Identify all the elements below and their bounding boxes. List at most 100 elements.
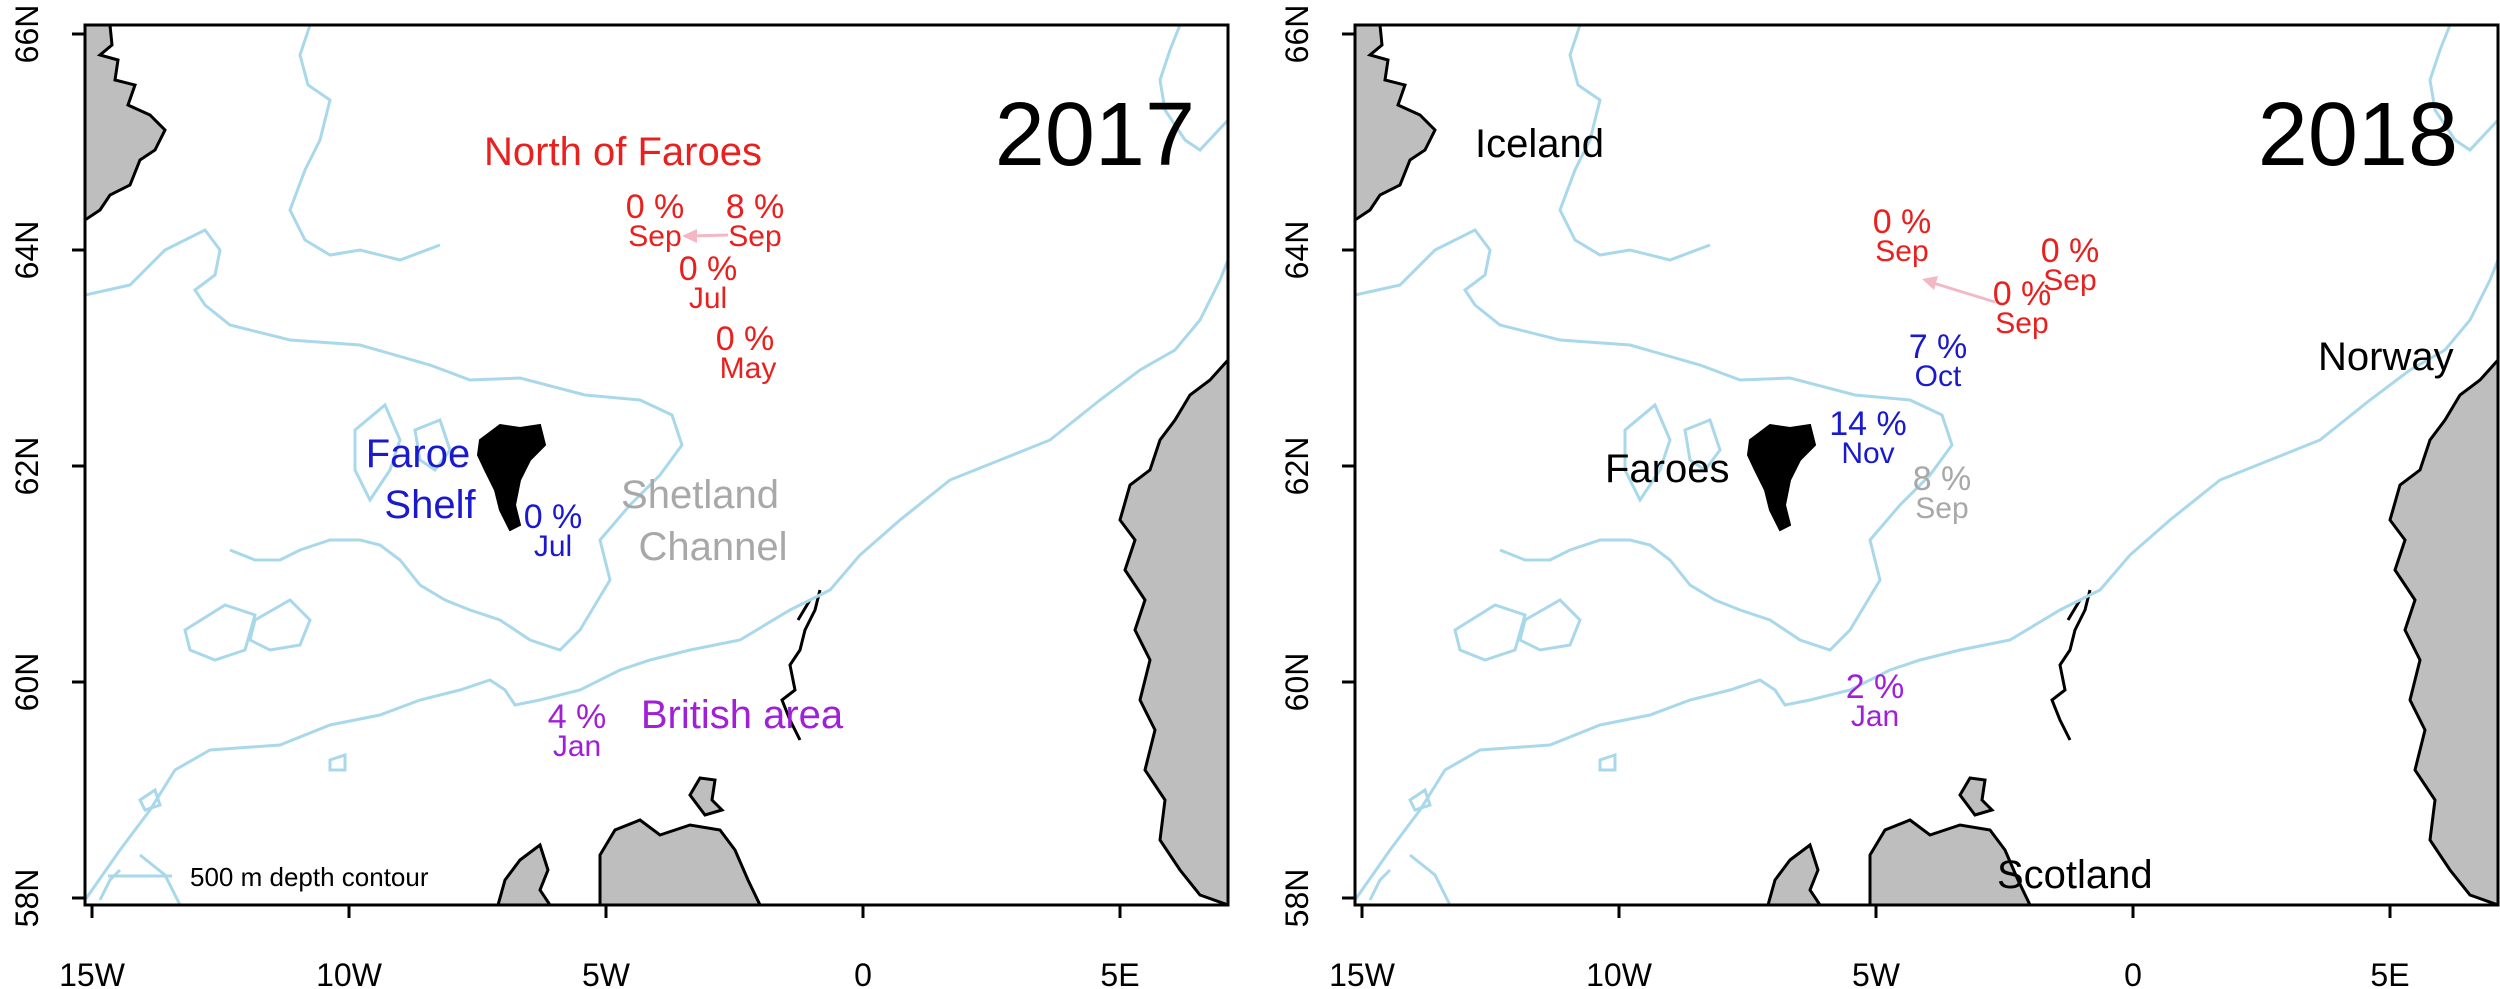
sample-pct: 0 %: [716, 320, 775, 358]
sample-month: Sep: [1995, 307, 2048, 340]
norway-land: [1118, 357, 1228, 905]
sample-label: 8 % Sep: [726, 188, 785, 253]
shetland-islands: [2050, 589, 2092, 741]
y-axis-2018: [1342, 32, 1355, 900]
sample-label: 0 % Jul: [524, 498, 583, 563]
sample-label: 0 % Sep: [1993, 275, 2052, 340]
arrow-2018: [1922, 276, 1996, 304]
sample-label: 14 % Nov: [1829, 405, 1907, 470]
y-tick-label: 66N: [9, 5, 45, 64]
sample-month: Jan: [1851, 700, 1899, 733]
sample-pct: 7 %: [1909, 328, 1968, 366]
sample-label: 0 % Sep: [626, 188, 685, 253]
sample-pct: 8 %: [1913, 460, 1972, 498]
sample-label: 0 % Jul: [679, 250, 738, 315]
x-axis-2018: [1360, 905, 2392, 918]
sample-pct: 0 %: [626, 188, 685, 226]
legend: 500 m depth contour: [108, 862, 429, 892]
x-tick-label: 5E: [2370, 957, 2409, 989]
y-tick-label: 62N: [1279, 437, 1315, 496]
sample-label: 7 % Oct: [1909, 328, 1968, 393]
sample-pct: 0 %: [1873, 203, 1932, 241]
year-label-2017: 2017: [995, 85, 1195, 185]
hebrides-land: [1766, 842, 1822, 905]
sample-month: Jan: [553, 730, 601, 763]
region-north-of-faroes: North of Faroes: [484, 130, 762, 174]
legend-label: 500 m depth contour: [190, 862, 429, 892]
sample-pct: 0 %: [1993, 275, 2052, 313]
x-tick-label: 0: [2124, 957, 2142, 989]
place-norway: Norway: [2318, 335, 2454, 379]
y-tick-label: 62N: [9, 437, 45, 496]
shetland-islands: [780, 589, 822, 741]
scotland-land: [598, 818, 762, 905]
y-tick-label: 60N: [1279, 653, 1315, 712]
sample-pct: 2 %: [1846, 668, 1905, 706]
sample-label: 0 % Sep: [1873, 203, 1932, 268]
x-tick-label: 15W: [1329, 957, 1396, 989]
iceland-land: [1355, 25, 1437, 222]
y-axis-2017: [72, 32, 85, 900]
place-iceland: Iceland: [1475, 122, 1604, 166]
y-tick-label: 64N: [1279, 221, 1315, 280]
place-faroes: Faroes: [1605, 447, 1730, 491]
sample-month: Sep: [728, 220, 781, 253]
sample-pct: 0 %: [524, 498, 583, 536]
sample-month: Sep: [1875, 235, 1928, 268]
sample-month: Oct: [1915, 360, 1962, 393]
map-area-2017: [85, 25, 1228, 905]
arrow-2017: [682, 229, 729, 243]
sample-month: Sep: [1915, 492, 1968, 525]
region-channel: Channel: [638, 525, 787, 569]
norway-land: [2388, 357, 2498, 905]
x-tick-label: 0: [854, 957, 872, 989]
scotland-land: [1868, 818, 2032, 905]
sample-pct: 4 %: [548, 698, 607, 736]
sample-month: Sep: [628, 220, 681, 253]
map-area-2018: [1355, 25, 2498, 905]
sample-label: 2 % Jan: [1846, 668, 1905, 733]
x-tick-label: 10W: [1586, 957, 1653, 989]
sample-label: 8 % Sep: [1913, 460, 1972, 525]
orkney-land: [688, 776, 725, 817]
year-label-2018: 2018: [2258, 85, 2458, 185]
y-tick-label: 60N: [9, 653, 45, 712]
region-british-area: British area: [641, 693, 844, 737]
sample-pct: 14 %: [1829, 405, 1907, 443]
sample-label: 0 % Sep: [2041, 232, 2100, 297]
region-faroe: Faroe: [366, 432, 471, 476]
depth-contours-2018: [1355, 25, 2498, 905]
x-tick-label: 15W: [59, 957, 126, 989]
sample-label: 0 % May: [716, 320, 777, 385]
x-axis-2017: [90, 905, 1122, 918]
x-tick-label: 10W: [316, 957, 383, 989]
y-tick-label: 66N: [1279, 5, 1315, 64]
hebrides-land: [496, 842, 552, 905]
panel-2017: 2017 North of Faroes Faroe Shelf Shetlan…: [9, 5, 1230, 989]
sample-month: May: [720, 352, 777, 385]
orkney-land: [1958, 776, 1995, 817]
panel-2018: 2018 Iceland Faroes Norway Scotland 0 % …: [1279, 5, 2500, 989]
depth-contours-2017: [85, 25, 1228, 905]
faroe-islands: [1746, 423, 1817, 532]
sample-pct: 0 %: [2041, 232, 2100, 270]
sample-month: Jul: [534, 530, 572, 563]
y-tick-label: 64N: [9, 221, 45, 280]
region-shelf: Shelf: [384, 483, 476, 527]
iceland-land: [85, 25, 167, 222]
faroe-islands: [476, 423, 547, 532]
x-tick-label: 5W: [1852, 957, 1901, 989]
y-tick-label: 58N: [9, 869, 45, 928]
x-tick-label: 5E: [1100, 957, 1139, 989]
sample-label: 4 % Jan: [548, 698, 607, 763]
y-tick-label: 58N: [1279, 869, 1315, 928]
place-scotland: Scotland: [1997, 853, 2153, 897]
sample-pct: 8 %: [726, 188, 785, 226]
sample-pct: 0 %: [679, 250, 738, 288]
region-shetland: Shetland: [621, 473, 779, 517]
x-tick-label: 5W: [582, 957, 631, 989]
sample-month: Nov: [1841, 437, 1894, 470]
sample-month: Jul: [689, 282, 727, 315]
sample-month: Sep: [2043, 264, 2096, 297]
